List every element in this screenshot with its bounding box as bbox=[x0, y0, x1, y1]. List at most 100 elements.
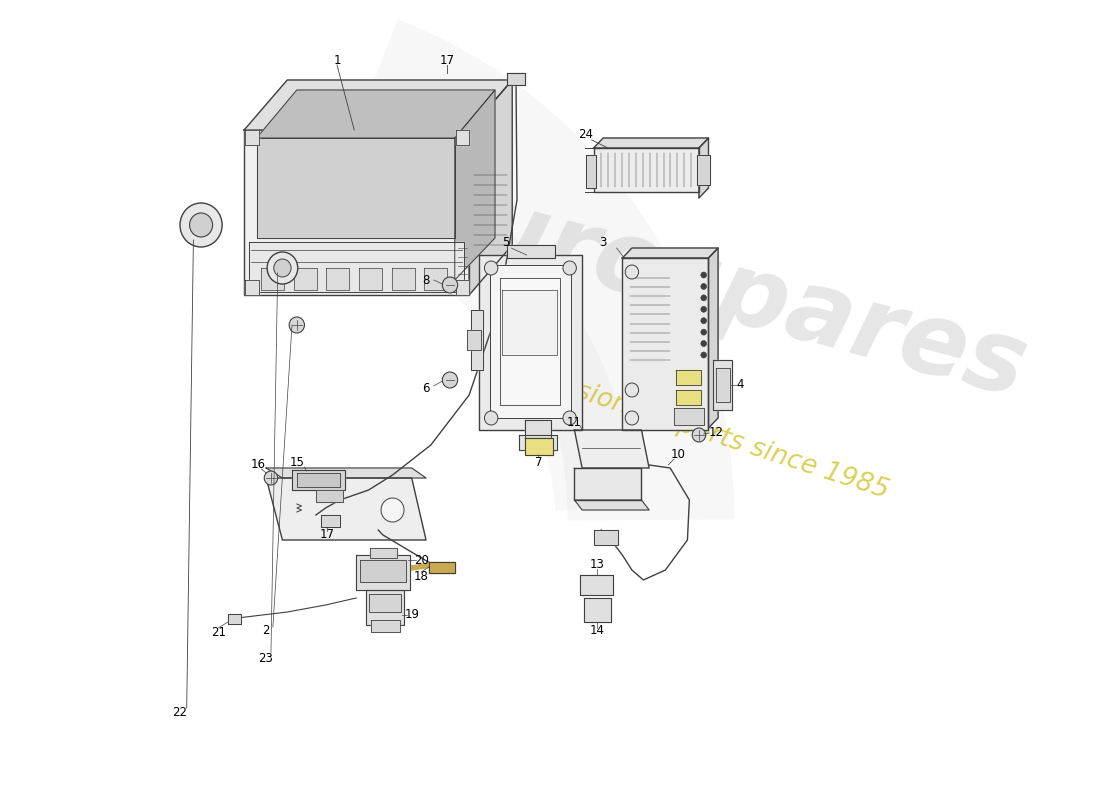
Polygon shape bbox=[499, 278, 560, 405]
Polygon shape bbox=[478, 255, 582, 430]
Polygon shape bbox=[262, 268, 285, 290]
Text: 13: 13 bbox=[590, 558, 605, 571]
Polygon shape bbox=[372, 620, 400, 632]
Polygon shape bbox=[469, 80, 513, 295]
Polygon shape bbox=[708, 248, 718, 428]
Polygon shape bbox=[294, 268, 317, 290]
Polygon shape bbox=[266, 468, 426, 478]
Polygon shape bbox=[507, 73, 525, 85]
Polygon shape bbox=[574, 468, 641, 500]
Circle shape bbox=[442, 372, 458, 388]
Circle shape bbox=[692, 428, 705, 442]
Circle shape bbox=[180, 203, 222, 247]
Text: 14: 14 bbox=[590, 623, 605, 637]
Polygon shape bbox=[297, 473, 340, 487]
Text: 7: 7 bbox=[536, 455, 542, 469]
Text: 1: 1 bbox=[333, 54, 341, 66]
Circle shape bbox=[625, 411, 639, 425]
Circle shape bbox=[625, 383, 639, 397]
Text: 11: 11 bbox=[566, 415, 582, 429]
Text: 6: 6 bbox=[422, 382, 430, 394]
Polygon shape bbox=[425, 268, 447, 290]
Polygon shape bbox=[698, 138, 708, 198]
Circle shape bbox=[701, 352, 706, 358]
Text: 10: 10 bbox=[670, 449, 685, 462]
Circle shape bbox=[264, 471, 277, 485]
Text: eurospares: eurospares bbox=[400, 162, 1036, 418]
Polygon shape bbox=[586, 155, 595, 188]
Text: 2: 2 bbox=[263, 623, 270, 637]
Polygon shape bbox=[356, 555, 410, 590]
Polygon shape bbox=[245, 130, 258, 145]
Polygon shape bbox=[392, 268, 415, 290]
Circle shape bbox=[274, 259, 292, 277]
Polygon shape bbox=[471, 310, 484, 370]
Polygon shape bbox=[249, 242, 464, 292]
Polygon shape bbox=[623, 258, 708, 430]
Text: 20: 20 bbox=[414, 554, 429, 566]
Polygon shape bbox=[266, 478, 426, 540]
Polygon shape bbox=[256, 138, 454, 238]
Circle shape bbox=[563, 411, 576, 425]
Circle shape bbox=[701, 329, 706, 335]
Text: 4: 4 bbox=[736, 378, 744, 391]
Polygon shape bbox=[507, 245, 556, 258]
Circle shape bbox=[701, 306, 706, 312]
Polygon shape bbox=[360, 560, 406, 582]
Polygon shape bbox=[697, 155, 711, 185]
Polygon shape bbox=[368, 594, 402, 612]
Polygon shape bbox=[584, 598, 610, 622]
Polygon shape bbox=[716, 368, 729, 402]
Circle shape bbox=[701, 272, 706, 278]
Polygon shape bbox=[455, 130, 469, 145]
Text: 15: 15 bbox=[289, 455, 305, 469]
Polygon shape bbox=[675, 370, 701, 385]
Text: 19: 19 bbox=[404, 609, 419, 622]
Polygon shape bbox=[713, 360, 733, 410]
Polygon shape bbox=[491, 265, 571, 418]
Polygon shape bbox=[292, 470, 344, 490]
Circle shape bbox=[289, 317, 305, 333]
Circle shape bbox=[701, 318, 706, 324]
Circle shape bbox=[189, 213, 212, 237]
Polygon shape bbox=[321, 515, 340, 527]
Circle shape bbox=[563, 261, 576, 275]
Polygon shape bbox=[580, 575, 613, 595]
Circle shape bbox=[701, 283, 706, 290]
Polygon shape bbox=[623, 248, 718, 258]
Polygon shape bbox=[454, 90, 495, 280]
Polygon shape bbox=[370, 548, 397, 558]
Polygon shape bbox=[574, 500, 649, 510]
Polygon shape bbox=[675, 390, 701, 405]
Circle shape bbox=[625, 265, 639, 279]
Polygon shape bbox=[429, 562, 454, 573]
Circle shape bbox=[267, 252, 298, 284]
Polygon shape bbox=[365, 590, 404, 625]
Circle shape bbox=[484, 411, 498, 425]
Text: 21: 21 bbox=[211, 626, 226, 638]
Text: 22: 22 bbox=[173, 706, 187, 718]
Text: 3: 3 bbox=[600, 237, 607, 250]
Polygon shape bbox=[502, 290, 558, 355]
Polygon shape bbox=[245, 280, 258, 295]
Text: 8: 8 bbox=[422, 274, 430, 286]
Circle shape bbox=[701, 295, 706, 301]
Text: 17: 17 bbox=[440, 54, 454, 66]
Text: 24: 24 bbox=[579, 129, 593, 142]
Polygon shape bbox=[519, 435, 558, 450]
Polygon shape bbox=[674, 408, 704, 425]
Polygon shape bbox=[327, 268, 350, 290]
Polygon shape bbox=[594, 138, 708, 148]
Text: 18: 18 bbox=[414, 570, 429, 582]
Polygon shape bbox=[455, 280, 469, 295]
Polygon shape bbox=[525, 438, 553, 455]
Text: 5: 5 bbox=[502, 235, 509, 249]
Polygon shape bbox=[359, 268, 382, 290]
Circle shape bbox=[484, 261, 498, 275]
Polygon shape bbox=[256, 90, 495, 138]
Text: 12: 12 bbox=[708, 426, 724, 439]
Polygon shape bbox=[574, 430, 649, 468]
Text: 17: 17 bbox=[320, 529, 334, 542]
Polygon shape bbox=[468, 330, 481, 350]
Polygon shape bbox=[594, 530, 617, 545]
